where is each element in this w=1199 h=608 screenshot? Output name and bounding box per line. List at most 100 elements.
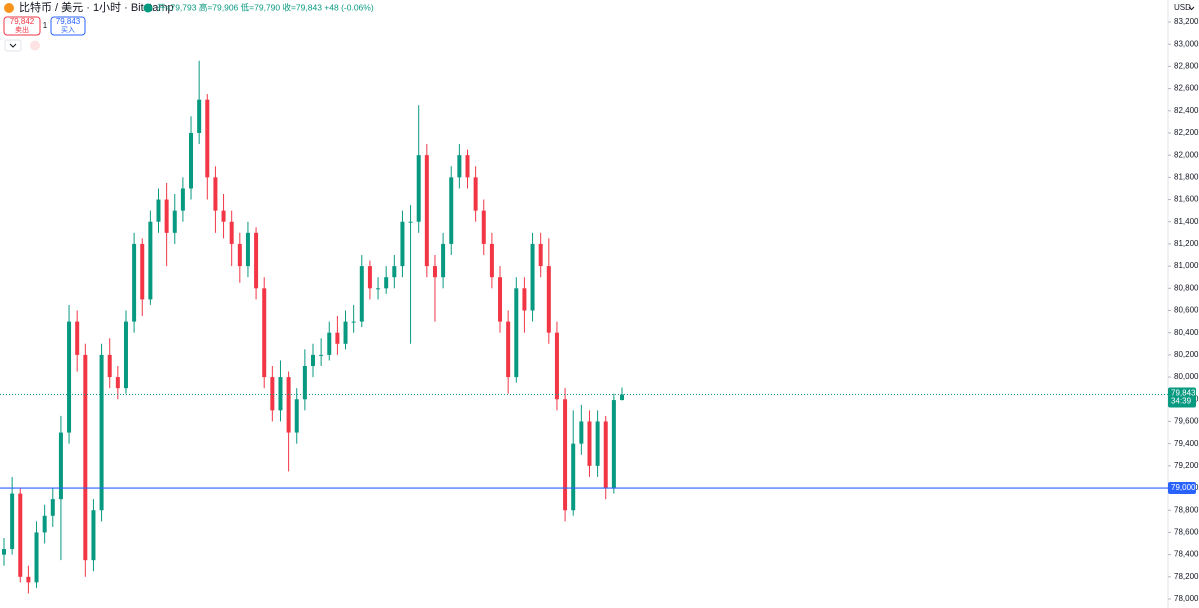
candle-body [221,210,226,222]
candle-body [473,177,478,211]
y-tick-label: 83,200 [1174,17,1199,26]
candle-body [465,155,470,178]
alert-icon[interactable] [30,40,40,51]
candle-body [83,354,88,561]
candle-body [603,421,608,489]
candle-body [392,266,397,278]
candle-body [205,99,210,178]
candle-body [449,177,454,244]
candle-body [563,399,568,511]
candle-body [432,266,437,278]
candle-body [546,266,551,333]
candle-body [229,221,234,244]
y-tick-label: 81,200 [1174,239,1199,248]
symbol-title[interactable]: 比特币 / 美元 · 1小时 · Bitstamp [19,0,174,14]
candle-body [10,493,15,550]
candle-body [400,221,405,267]
candle-body [343,321,348,344]
sell-price[interactable]: 79,842 [10,17,35,26]
candle-body [408,221,413,223]
y-tick-label: 79,600 [1174,417,1199,426]
status-dot [143,3,153,13]
candle-body [58,432,63,500]
candle-body [254,232,259,289]
candle-body [132,243,137,322]
candle-body [213,177,218,211]
candle-body [2,549,6,555]
candle-body [75,321,80,355]
candle-body [115,377,120,389]
y-tick-label: 81,400 [1174,217,1199,226]
y-tick-label: 80,200 [1174,350,1199,359]
y-tick-label: 78,400 [1174,550,1199,559]
collapse-button[interactable] [4,39,22,52]
horizontal-line-label-box [1168,482,1196,495]
candle-body [270,377,275,411]
y-tick-label: 80,000 [1174,372,1199,381]
y-tick-label: 80,600 [1174,306,1199,315]
candle-body [18,493,23,577]
currency-caret [1188,6,1195,11]
candle-body [99,354,104,511]
sell-button[interactable] [3,16,41,36]
candle-body [514,288,519,378]
candle-body [164,199,169,233]
candle-body [522,288,527,311]
y-tick-label: 82,000 [1174,150,1199,159]
y-tick-label: 81,600 [1174,195,1199,204]
candle-body [530,243,535,311]
candle-body [335,332,340,344]
y-tick-label: 82,800 [1174,61,1199,70]
y-tick-label: 82,400 [1174,106,1199,115]
y-tick-label: 80,400 [1174,328,1199,337]
candle-body [262,288,267,378]
candle-body [67,321,72,433]
candle-body [424,155,429,267]
price-countdown: 34:39 [1171,397,1192,406]
candle-body [148,221,153,300]
candle-body [140,243,145,300]
y-tick-label: 78,600 [1174,528,1199,537]
y-tick-label: 81,800 [1174,172,1199,181]
candle-body [245,232,250,267]
buy-label[interactable]: 买入 [61,26,75,34]
buy-button[interactable] [50,16,86,36]
candle-body [481,210,486,244]
candle-body [554,332,559,400]
candle-body [506,321,511,378]
candle-body [498,277,503,322]
candle-body [91,510,96,561]
y-tick-label: 78,200 [1174,572,1199,581]
candle-body [620,394,624,401]
buy-price[interactable]: 79,843 [56,17,81,26]
candle-body [237,243,242,267]
candle-body [156,199,161,222]
candle-body [311,354,315,366]
candle-body [319,354,324,356]
candle-body [278,377,283,411]
currency[interactable]: USD [1174,3,1191,12]
y-tick-label: 78,800 [1174,505,1199,514]
candle-body [180,188,185,211]
candle-body [286,377,291,433]
spread: 1 [43,21,48,30]
y-tick-label: 80,800 [1174,283,1199,292]
sell-label[interactable]: 卖出 [15,25,29,34]
y-tick-label: 81,000 [1174,261,1199,270]
candle-body [294,399,299,433]
candle-body [197,99,202,133]
candle-body [489,243,494,278]
candle-body [611,400,616,489]
coin-icon [4,3,14,13]
candle-body [384,277,389,289]
y-tick-label: 82,600 [1174,84,1199,93]
candle-body [367,266,372,289]
candle-body [351,321,356,323]
ohlc-values: 开=79,793 高=79,906 低=79,790 收=79,843 +48 … [157,2,374,12]
price-label-box [1168,387,1196,408]
y-tick-label: 83,000 [1174,39,1199,48]
collapse-icon [9,43,17,48]
candle-body [571,443,576,511]
